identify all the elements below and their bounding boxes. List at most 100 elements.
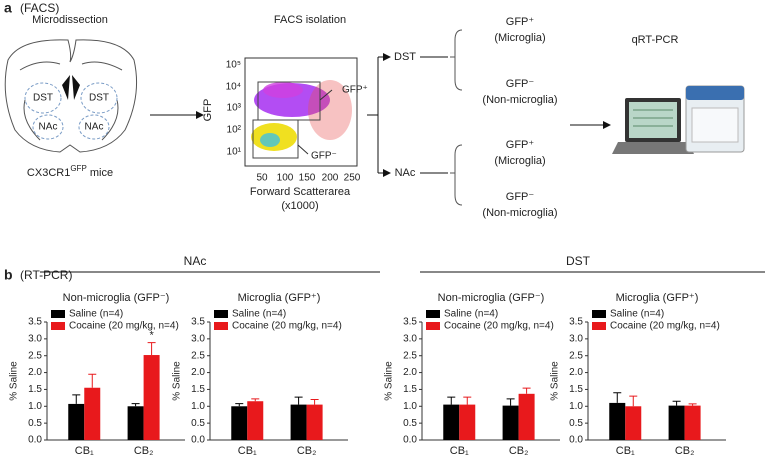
facs-xlabel: Forward Scatterarea (250, 186, 351, 198)
panel-letter: b (4, 267, 13, 283)
y-tick-label: 1.5 (569, 384, 583, 395)
legend-swatch (426, 322, 440, 330)
fraction-desc: (Microglia) (494, 155, 545, 167)
y-tick-label: 1.0 (28, 401, 42, 412)
legend-label: Cocaine (20 mg/kg, n=4) (232, 321, 342, 332)
bar (290, 404, 307, 440)
region-label: NAc (85, 122, 104, 133)
x-tick-label: CB₁ (75, 445, 94, 457)
gate-label: GFP⁻ (311, 151, 337, 162)
error-bar (522, 387, 531, 394)
error-bar (672, 400, 681, 406)
y-tick-label: 2.5 (569, 350, 583, 361)
bar (502, 405, 519, 440)
y-axis-label: % Saline (172, 361, 183, 401)
error-bar (147, 342, 156, 356)
x-tick-label: CB₂ (134, 445, 154, 457)
legend-label: Saline (n=4) (232, 309, 286, 320)
y-tick-label: 0.5 (191, 418, 205, 429)
y-tick-label: 1.0 (569, 401, 583, 412)
step-label: qRT-PCR (632, 34, 679, 46)
legend-swatch (51, 322, 65, 330)
y-tick-label: 0.0 (191, 435, 205, 446)
mouse-sup: GFP (70, 164, 86, 173)
step-label: FACS isolation (274, 14, 346, 26)
legend-swatch (592, 322, 606, 330)
facs-y-tick: 10⁵ (226, 60, 241, 71)
error-bar (310, 399, 319, 405)
error-bar (235, 403, 244, 407)
mouse-label: CX3CR1GFP mice (27, 164, 113, 179)
legend-swatch (214, 310, 228, 318)
bar (609, 402, 626, 440)
error-bar (463, 396, 472, 405)
y-axis-label: % Saline (9, 361, 20, 401)
fraction-desc: (Non-microglia) (482, 207, 557, 219)
error-bar (72, 394, 81, 404)
y-tick-label: 0.5 (403, 418, 417, 429)
y-tick-label: 0.5 (569, 418, 583, 429)
x-tick-label: CB₂ (509, 445, 529, 457)
x-tick-label: CB₁ (238, 445, 257, 457)
facs-x-tick: 50 (256, 173, 268, 184)
bar (459, 404, 476, 440)
group-label: NAc (184, 254, 207, 268)
chart-title: Microglia (GFP⁺) (616, 292, 699, 304)
bar (143, 355, 160, 440)
error-bar (613, 392, 622, 403)
y-tick-label: 1.0 (403, 401, 417, 412)
facs-y-tick: 10⁴ (226, 82, 241, 93)
facs-ylabel: GFP (202, 99, 214, 122)
error-bar (688, 403, 697, 406)
bar (684, 405, 701, 440)
facs-x-tick: 150 (299, 173, 316, 184)
error-bar (88, 373, 97, 388)
facs-x-tick: 100 (277, 173, 294, 184)
legend-label: Cocaine (20 mg/kg, n=4) (444, 321, 554, 332)
mouse-suffix: mice (87, 167, 113, 179)
facs-plot (244, 57, 358, 167)
region-label: NAc (39, 122, 58, 133)
y-tick-label: 3.5 (403, 317, 417, 328)
region-label: DST (89, 93, 109, 104)
facs-y-tick: 10¹ (227, 147, 242, 158)
y-tick-label: 0.5 (28, 418, 42, 429)
gate-label: GFP⁺ (342, 85, 368, 96)
y-tick-label: 2.0 (569, 367, 583, 378)
error-bar (294, 396, 303, 405)
y-tick-label: 2.0 (403, 367, 417, 378)
bar (306, 404, 323, 440)
y-tick-label: 0.0 (403, 435, 417, 446)
panel-letter: a (4, 0, 12, 16)
y-tick-label: 1.5 (28, 384, 42, 395)
chart-title: Non-microglia (GFP⁻) (438, 292, 545, 304)
step-label: Microdissection (32, 14, 108, 26)
y-tick-label: 2.0 (191, 367, 205, 378)
error-bar (506, 398, 515, 406)
error-bar (131, 403, 140, 407)
bar (443, 404, 460, 440)
y-tick-label: 2.5 (28, 350, 42, 361)
legend-label: Saline (n=4) (69, 309, 123, 320)
bar (231, 406, 248, 440)
y-tick-label: 3.0 (191, 333, 205, 344)
y-tick-label: 3.0 (28, 333, 42, 344)
instrument-illustration (612, 85, 745, 154)
y-axis-label: % Saline (384, 361, 395, 401)
region-label: NAc (395, 167, 416, 179)
significance-marker: * (149, 329, 154, 341)
y-tick-label: 0.0 (569, 435, 583, 446)
fraction-desc: (Microglia) (494, 32, 545, 44)
legend-label: Saline (n=4) (610, 309, 664, 320)
facs-x-tick: 200 (322, 173, 339, 184)
legend-swatch (51, 310, 65, 318)
y-tick-label: 1.5 (191, 384, 205, 395)
bar (625, 406, 642, 440)
x-tick-label: CB₂ (675, 445, 695, 457)
mouse-name: CX3CR1 (27, 167, 70, 179)
facs-y-tick: 10² (227, 125, 242, 136)
bar (84, 387, 101, 440)
error-bar (629, 395, 638, 407)
panel-subtitle: (FACS) (20, 1, 59, 15)
